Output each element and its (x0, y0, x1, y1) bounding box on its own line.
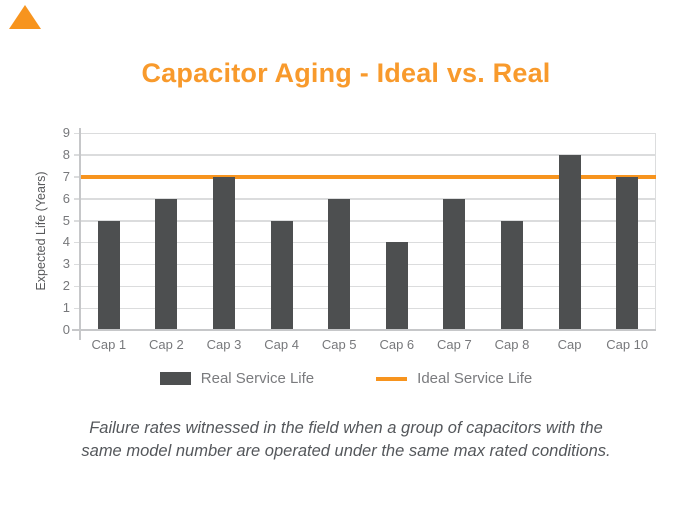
x-label-cap-5: Cap 5 (321, 337, 357, 352)
y-axis-tick-labels: 0 1 2 3 4 5 6 7 8 9 (0, 0, 72, 514)
x-label-cap-4: Cap 4 (264, 337, 299, 352)
y-tick-6: 6 (62, 190, 70, 206)
y-tick-3: 3 (62, 256, 70, 272)
gridline-y3 (74, 263, 656, 266)
y-tick-0: 0 (62, 322, 70, 337)
y-tick-1: 1 (62, 300, 70, 316)
y-axis-line (79, 128, 81, 340)
gridline-y5 (74, 220, 656, 222)
y-tick-5: 5 (62, 212, 70, 228)
bar-cap-1 (97, 220, 120, 330)
bar-cap-10 (616, 176, 639, 330)
gridline-y1 (74, 307, 656, 310)
logo-triangle-icon (9, 5, 41, 29)
chart-title: Capacitor Aging - Ideal vs. Real (141, 58, 551, 88)
x-label-cap-10: Cap 10 (606, 337, 649, 352)
bar-cap (558, 154, 581, 330)
plot-area (74, 132, 656, 330)
legend-label: Ideal Service Life (417, 370, 533, 387)
y-tick-2: 2 (62, 278, 70, 294)
y-tick-7: 7 (62, 168, 70, 184)
bar-cap-3 (213, 176, 235, 330)
legend-swatch-bar-icon (159, 372, 191, 385)
x-label-cap-8: Cap 8 (494, 337, 530, 352)
legend-label: Real Service Life (200, 370, 315, 387)
bar-cap-6 (385, 242, 408, 330)
gridline-y6 (74, 198, 656, 200)
y-tick-8: 8 (62, 146, 70, 162)
plot-right-border (654, 133, 656, 330)
gridline-y2 (74, 285, 656, 288)
x-label-cap-2: Cap 2 (149, 337, 184, 352)
x-label-cap-1: Cap 1 (91, 337, 127, 352)
bar-cap-4 (270, 220, 293, 330)
caption: Failure rates witnessed in the field whe… (0, 417, 692, 463)
ideal-service-life-line (80, 174, 656, 179)
x-label-cap-7: Cap 7 (437, 337, 472, 352)
gridline-y4 (74, 241, 656, 244)
x-label-cap-3: Cap 3 (206, 337, 242, 352)
x-label-cap: Cap (557, 337, 582, 352)
bar-cap-8 (501, 220, 523, 330)
legend-item-real-service-life: Real Service Life (159, 370, 315, 387)
x-label-cap-6: Cap 6 (379, 337, 415, 352)
gridline-y8 (74, 154, 656, 156)
legend-swatch-line-icon (376, 376, 408, 381)
y-tick-4: 4 (62, 234, 70, 250)
bar-cap-5 (328, 198, 351, 330)
caption-line-1: Failure rates witnessed in the field whe… (89, 419, 603, 437)
x-axis-line (72, 329, 656, 331)
bar-cap-2 (155, 198, 178, 330)
gridline-y9 (74, 132, 656, 134)
legend-item-ideal-service-life: Ideal Service Life (376, 370, 532, 387)
x-axis-labels: Cap 1 Cap 2 Cap 3 Cap 4 Cap 5 Cap 6 Cap 7 Cap 8… (80, 337, 656, 355)
bar-cap-7 (443, 198, 466, 330)
y-tick-9: 9 (62, 125, 70, 140)
caption-line-2: same model number are operated under the… (81, 442, 611, 460)
legend: Real Service Life Ideal Service Life (0, 370, 692, 387)
